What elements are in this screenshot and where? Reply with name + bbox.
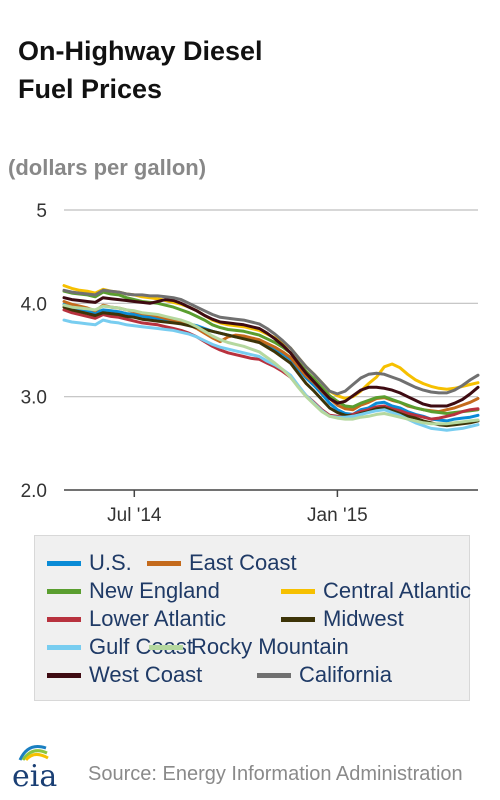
y-tick-label: 4.0 xyxy=(21,294,47,315)
legend-swatch xyxy=(47,616,81,622)
y-tick-label: 2.0 xyxy=(21,481,47,502)
legend-label: New England xyxy=(89,578,220,603)
legend-swatch xyxy=(281,616,315,622)
eia-logo-icon: eia xyxy=(12,745,57,794)
legend-label: East Coast xyxy=(189,550,297,575)
series-line-california xyxy=(62,288,480,396)
line-chart: 2.0 3.0 4.0 5 Jul '14 Jan '15 xyxy=(21,201,480,526)
series-line-new-england xyxy=(62,289,480,415)
legend-label: Lower Atlantic xyxy=(89,606,226,631)
eia-logo: eia xyxy=(6,740,76,795)
legend-swatch xyxy=(47,672,81,678)
eia-logo-text: eia xyxy=(12,759,57,790)
legend-item-west-coast: West Coast xyxy=(47,662,202,688)
y-tick-label: 3.0 xyxy=(21,388,47,409)
chart-title: On-Highway Diesel Fuel Prices xyxy=(18,32,318,108)
series-line-rocky-mountain xyxy=(62,303,480,426)
x-tick-label: Jan '15 xyxy=(307,505,368,526)
legend-item-midwest: Midwest xyxy=(281,606,404,632)
legend-item-rocky-mountain: Rocky Mountain xyxy=(149,634,349,660)
series-line-lower-atlantic xyxy=(62,308,480,421)
legend-label: California xyxy=(299,662,392,687)
legend-label: Central Atlantic xyxy=(323,578,471,603)
legend-swatch xyxy=(149,644,183,650)
legend-label: West Coast xyxy=(89,662,203,687)
legend-item-new-england: New England xyxy=(47,578,220,604)
y-tick-label: 5 xyxy=(36,201,47,222)
legend-item-u-s: U.S. xyxy=(47,550,132,576)
legend-swatch xyxy=(47,560,81,566)
legend-label: Midwest xyxy=(323,606,404,631)
source-note: Source: Energy Information Administratio… xyxy=(88,763,463,785)
legend-swatch xyxy=(257,672,291,678)
x-tick-label: Jul '14 xyxy=(107,505,162,526)
legend-swatch xyxy=(147,560,181,566)
chart-title-line-2: Fuel Prices xyxy=(18,74,163,104)
legend-swatch xyxy=(281,588,315,594)
series-line-west-coast xyxy=(62,296,480,408)
legend-item-east-coast: East Coast xyxy=(147,550,297,576)
y-axis-unit-label: (dollars per gallon) xyxy=(8,155,207,180)
legend-item-california: California xyxy=(257,662,392,688)
legend-label: U.S. xyxy=(89,550,132,575)
chart-legend: U.S. East Coast New England Central Atlanti… xyxy=(34,535,471,701)
series-line-midwest xyxy=(62,305,480,428)
legend-swatch xyxy=(47,644,81,650)
legend-swatch xyxy=(47,588,81,594)
chart-title-line-1: On-Highway Diesel xyxy=(18,36,263,66)
series-line-u-s xyxy=(62,302,480,423)
legend-label: Rocky Mountain xyxy=(191,634,349,659)
legend-item-central-atlantic: Central Atlantic xyxy=(281,578,471,604)
legend-item-lower-atlantic: Lower Atlantic xyxy=(47,606,226,632)
